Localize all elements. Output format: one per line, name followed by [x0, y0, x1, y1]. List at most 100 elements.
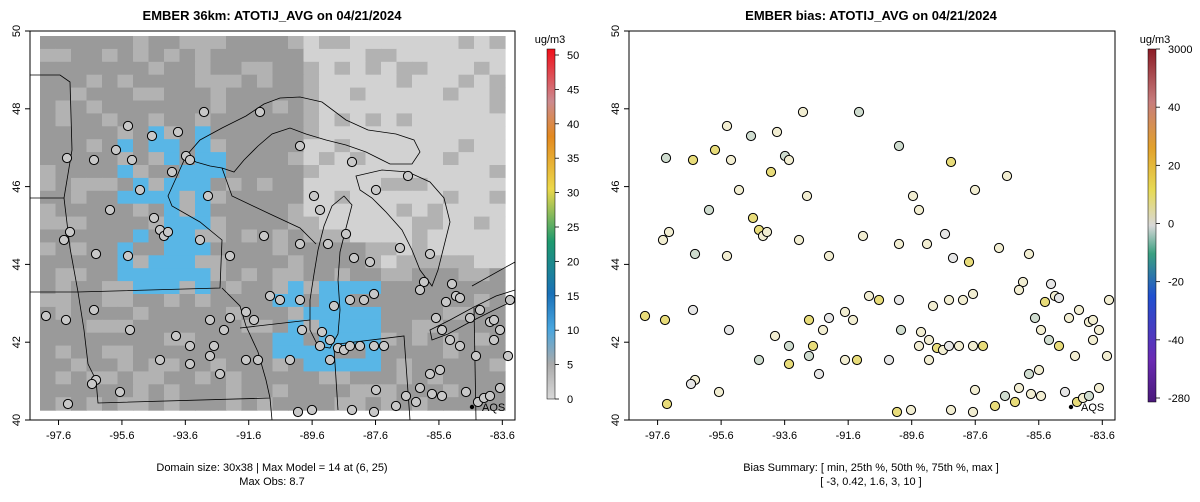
y-tick-label: 42 [610, 336, 622, 348]
model-grid-cell [489, 61, 506, 76]
model-grid-cell [458, 190, 475, 205]
model-grid-cell [133, 87, 150, 102]
model-grid-cell [272, 216, 289, 231]
model-grid-cell [396, 152, 413, 166]
model-grid-cell [396, 87, 413, 102]
model-grid-cell [226, 152, 243, 166]
model-grid-cell [133, 113, 150, 127]
model-grid-cell [381, 152, 398, 166]
observation-site [324, 354, 336, 366]
bias-site [1093, 324, 1105, 336]
model-grid-cell [412, 177, 429, 192]
observation-site [224, 312, 236, 324]
model-grid-cell [179, 281, 196, 295]
model-grid-cell [117, 294, 134, 308]
model-grid-cell [148, 177, 165, 192]
model-grid-cell [86, 397, 103, 411]
model-grid-cell [40, 242, 57, 256]
model-grid-cell [458, 113, 475, 127]
model-grid-cell [133, 74, 150, 89]
bias-site [1087, 314, 1099, 326]
model-grid-cell [241, 255, 258, 269]
right-axes: -97.6 -95.6 -93.6 -91.6 -89.6 -87.6 -85.6 -83.6… [610, 25, 1115, 442]
model-grid-cell [241, 294, 258, 308]
model-grid-cell [257, 371, 274, 385]
bias-site [945, 404, 957, 416]
model-grid-cell [474, 152, 491, 166]
model-grid-cell [272, 371, 289, 385]
bias-site [1083, 390, 1095, 402]
model-grid-cell [164, 113, 181, 127]
model-grid-cell [210, 100, 227, 114]
model-grid-cell [86, 165, 103, 179]
model-grid-cell [443, 152, 460, 166]
model-grid-cell [71, 100, 88, 114]
model-grid-cell [396, 139, 413, 153]
model-grid-cell [241, 216, 258, 231]
model-grid-cell [40, 281, 57, 295]
model-grid-cell [288, 371, 305, 385]
model-grid-cell [303, 36, 320, 50]
x-tick-label: -97.6 [46, 430, 71, 442]
left-colorbar [546, 48, 556, 400]
model-grid-cell [210, 229, 227, 243]
model-grid-cell [272, 48, 289, 63]
observation-site [122, 120, 134, 132]
bias-site [745, 130, 757, 142]
observation-site [114, 386, 126, 398]
model-grid-cell [179, 36, 196, 50]
model-grid-cell [443, 48, 460, 63]
model-grid-cell [381, 36, 398, 50]
model-grid-cell [195, 281, 212, 295]
model-grid-cell [179, 48, 196, 63]
observation-site [248, 314, 260, 326]
colorbar-tick-label: 30 [567, 188, 579, 200]
observation-site [292, 406, 304, 418]
bias-site [660, 152, 672, 164]
model-grid-cell [86, 281, 103, 295]
model-grid-cell [226, 100, 243, 114]
colorbar-tick-label: 3000 [1168, 44, 1192, 56]
model-grid-cell [365, 229, 382, 243]
model-grid-cell [40, 203, 57, 218]
model-grid-cell [365, 152, 382, 166]
model-grid-cell [257, 306, 274, 321]
model-grid-cell [458, 48, 475, 63]
bias-site [747, 212, 759, 224]
model-grid-cell [319, 268, 336, 282]
colorbar-tick-label: 20 [567, 256, 579, 268]
model-grid-cell [133, 48, 150, 63]
model-grid-cell [350, 306, 367, 321]
model-grid-cell [117, 100, 134, 114]
model-grid-cell [350, 177, 367, 192]
model-grid-cell [288, 203, 305, 218]
bias-site [713, 386, 725, 398]
model-grid-cell [257, 203, 274, 218]
model-grid-cell [381, 113, 398, 127]
observation-site [306, 404, 318, 416]
model-grid-cell [257, 190, 274, 205]
model-grid-cell [148, 306, 165, 321]
model-grid-cell [272, 61, 289, 76]
model-grid-cell [117, 190, 134, 205]
model-grid-cell [102, 229, 119, 243]
observation-site [294, 294, 306, 306]
model-grid-cell [164, 345, 181, 360]
model-grid-cell [334, 177, 351, 192]
model-grid-cell [427, 152, 444, 166]
model-grid-cell [427, 48, 444, 63]
model-grid-cell [458, 87, 475, 102]
model-grid-cell [334, 306, 351, 321]
model-grid-cell [427, 87, 444, 102]
x-tick-label: -91.6 [236, 430, 261, 442]
model-grid-cell [102, 100, 119, 114]
model-grid-cell [117, 229, 134, 243]
bias-site [923, 334, 935, 346]
model-grid-cell [458, 281, 475, 295]
colorbar-tick-label: 40 [567, 119, 579, 131]
model-grid-cell [117, 268, 134, 282]
model-grid-cell [102, 126, 119, 140]
model-grid-cell [195, 87, 212, 102]
aqs-legend-label: AQS [1081, 402, 1104, 414]
